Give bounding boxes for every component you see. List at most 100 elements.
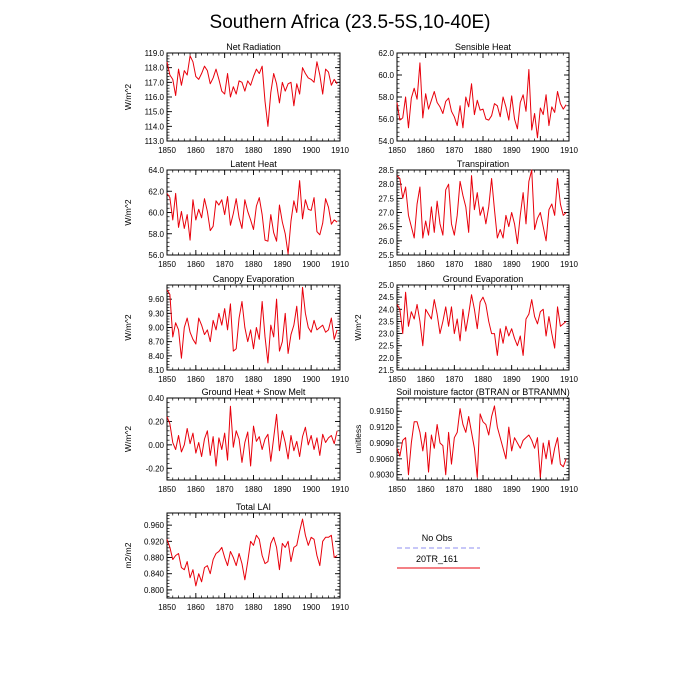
x-tick-label: 1910 (560, 260, 578, 269)
x-tick-label: 1870 (216, 260, 234, 269)
x-tick-label: 1870 (445, 146, 463, 155)
x-tick-label: 1880 (474, 485, 492, 494)
panel-ground-evaporation: Ground Evaporation 1850 1860 1870 1880 1890 19… (353, 274, 578, 384)
y-tick-label: 9.00 (148, 324, 164, 333)
x-tick-label: 1860 (417, 146, 435, 155)
x-tick-label: 1850 (388, 146, 406, 155)
x-tick-label: 1870 (216, 146, 234, 155)
y-tick-label: 0.00 (148, 441, 164, 450)
x-tick-label: 1850 (158, 485, 176, 494)
y-tick-label: 119.0 (145, 49, 165, 58)
x-tick-label: 1860 (187, 375, 205, 384)
x-tick-label: 1880 (245, 603, 263, 612)
x-tick-label: 1910 (331, 603, 349, 612)
x-tick-label: 1910 (331, 485, 349, 494)
y-tick-label: 25.0 (378, 281, 394, 290)
y-tick-label: 58.0 (148, 230, 164, 239)
y-tick-label: 62.0 (148, 187, 164, 196)
x-tick-label: 1860 (417, 485, 435, 494)
x-tick-label: 1870 (445, 375, 463, 384)
x-tick-label: 1890 (503, 146, 521, 155)
y-tick-label: 117.0 (145, 78, 165, 87)
x-tick-label: 1880 (245, 146, 263, 155)
y-axis-label: m2/m2 (123, 542, 133, 568)
panel-title: Ground Evaporation (443, 274, 524, 284)
y-axis-label: W/m^2 (353, 314, 363, 340)
x-tick-label: 1860 (417, 260, 435, 269)
panel-title: Ground Heat + Snow Melt (202, 387, 306, 397)
x-tick-label: 1870 (216, 375, 234, 384)
series-line-20tr-161 (396, 291, 567, 356)
legend-label-20tr-161: 20TR_161 (416, 554, 458, 564)
x-tick-label: 1860 (417, 375, 435, 384)
x-tick-label: 1900 (302, 375, 320, 384)
panel-title: Soil moisture factor (BTRAN or BTRANMN) (396, 387, 570, 397)
series-line-20tr-161 (166, 405, 338, 467)
y-tick-label: 23.5 (378, 317, 394, 326)
y-axis-label: W/m^2 (123, 84, 133, 110)
series-line-20tr-161 (166, 180, 338, 255)
y-tick-label: 28.0 (378, 180, 394, 189)
x-tick-label: 1850 (158, 603, 176, 612)
x-tick-label: 1850 (158, 146, 176, 155)
y-tick-label: 27.0 (378, 209, 394, 218)
x-tick-label: 1870 (216, 603, 234, 612)
panel-latent-heat: Latent Heat 1850 1860 1870 1880 1890 1900 1910 5… (123, 159, 349, 269)
panel-title: Net Radiation (226, 42, 281, 52)
x-tick-label: 1890 (503, 485, 521, 494)
y-tick-label: 0.40 (148, 394, 164, 403)
y-tick-label: 27.5 (378, 194, 394, 203)
panel-ground-heat-snow-melt: Ground Heat + Snow Melt 1850 1860 1870 1880 1… (123, 387, 349, 494)
x-tick-label: 1860 (187, 146, 205, 155)
series-line-20tr-161 (396, 405, 567, 478)
y-tick-label: 9.60 (148, 295, 164, 304)
x-tick-label: 1900 (302, 260, 320, 269)
x-tick-label: 1910 (331, 260, 349, 269)
y-tick-label: 58.0 (378, 93, 394, 102)
y-tick-label: 113.0 (145, 137, 165, 146)
x-tick-label: 1860 (187, 603, 205, 612)
y-tick-label: 0.840 (144, 570, 165, 579)
x-tick-label: 1880 (474, 260, 492, 269)
y-tick-label: 9.30 (148, 309, 164, 318)
x-tick-label: 1850 (388, 260, 406, 269)
panel-title: Latent Heat (230, 159, 277, 169)
y-axis-label: W/m^2 (123, 314, 133, 340)
y-tick-label: 0.920 (144, 537, 165, 546)
x-tick-label: 1880 (245, 260, 263, 269)
panel-canopy-evaporation: Canopy Evaporation 1850 1860 1870 1880 1890 19… (123, 274, 349, 384)
y-axis-label: unitless (353, 425, 363, 454)
y-tick-label: 118.0 (145, 64, 165, 73)
y-tick-label: 21.5 (378, 366, 394, 375)
panels: Net Radiation 1850 1860 1870 1880 1890 1900 191… (123, 42, 578, 612)
y-tick-label: 8.10 (148, 366, 164, 375)
y-tick-label: 0.9030 (370, 471, 395, 480)
x-tick-label: 1910 (560, 146, 578, 155)
x-tick-label: 1850 (388, 485, 406, 494)
x-tick-label: 1860 (187, 485, 205, 494)
x-tick-label: 1910 (560, 485, 578, 494)
x-tick-label: 1900 (302, 485, 320, 494)
x-tick-label: 1870 (216, 485, 234, 494)
y-tick-label: 62.0 (378, 49, 394, 58)
y-tick-label: -0.20 (146, 464, 165, 473)
x-tick-label: 1850 (388, 375, 406, 384)
y-tick-label: 0.9090 (370, 439, 395, 448)
x-tick-label: 1850 (158, 375, 176, 384)
x-tick-label: 1870 (445, 260, 463, 269)
x-tick-label: 1910 (331, 146, 349, 155)
x-tick-label: 1890 (273, 375, 291, 384)
series-line-20tr-161 (396, 169, 567, 245)
y-tick-label: 116.0 (145, 93, 165, 102)
panel-net-radiation: Net Radiation 1850 1860 1870 1880 1890 1900 191… (123, 42, 349, 155)
x-tick-label: 1880 (245, 375, 263, 384)
panel-sensible-heat: Sensible Heat 1850 1860 1870 1880 1890 1900 191… (378, 42, 578, 155)
y-tick-label: 22.0 (378, 354, 394, 363)
y-tick-label: 23.0 (378, 330, 394, 339)
x-tick-label: 1850 (158, 260, 176, 269)
y-tick-label: 56.0 (378, 115, 394, 124)
y-tick-label: 0.9060 (370, 455, 395, 464)
panel-title: Transpiration (457, 159, 509, 169)
x-tick-label: 1890 (273, 603, 291, 612)
